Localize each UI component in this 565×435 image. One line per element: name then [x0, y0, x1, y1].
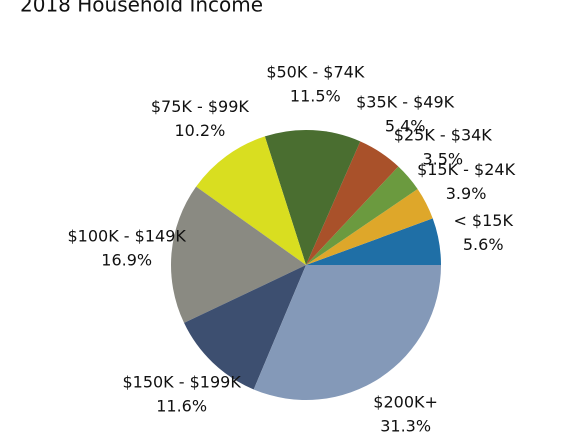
slice-label: $25K - $34K	[394, 126, 493, 145]
slice-value-label: 3.9%	[446, 184, 487, 203]
slice-label: $200K+	[373, 392, 438, 411]
slice-value-label: 16.9%	[101, 251, 152, 270]
pie-slice	[253, 265, 441, 400]
slice-label: $75K - $99K	[151, 97, 250, 116]
slice-value-label: 3.5%	[422, 150, 463, 169]
pie-slice	[306, 141, 399, 265]
pie-slice	[264, 130, 361, 265]
slice-label: $150K - $199K	[122, 373, 241, 392]
pie-slice	[306, 218, 441, 265]
slice-value-label: 5.6%	[463, 235, 504, 254]
pie-slice	[171, 186, 306, 323]
slice-value-label: 5.4%	[385, 116, 426, 135]
slice-label: $50K - $74K	[266, 63, 365, 82]
slice-value-label: 10.2%	[174, 121, 225, 140]
chart-title: 2018 Household Income	[20, 0, 263, 17]
pie-slice	[184, 265, 306, 390]
slice-value-label: 31.3%	[380, 416, 431, 435]
slice-label: < $15K	[453, 211, 513, 230]
slice-label: $100K - $149K	[68, 227, 187, 246]
slice-label: $15K - $24K	[417, 160, 516, 179]
slice-value-label: 11.5%	[290, 87, 341, 106]
slice-value-label: 11.6%	[156, 397, 207, 416]
pie-slice	[306, 189, 433, 265]
pie-slice	[196, 136, 306, 265]
slice-label: $35K - $49K	[356, 92, 455, 111]
pie-slice	[306, 166, 418, 265]
